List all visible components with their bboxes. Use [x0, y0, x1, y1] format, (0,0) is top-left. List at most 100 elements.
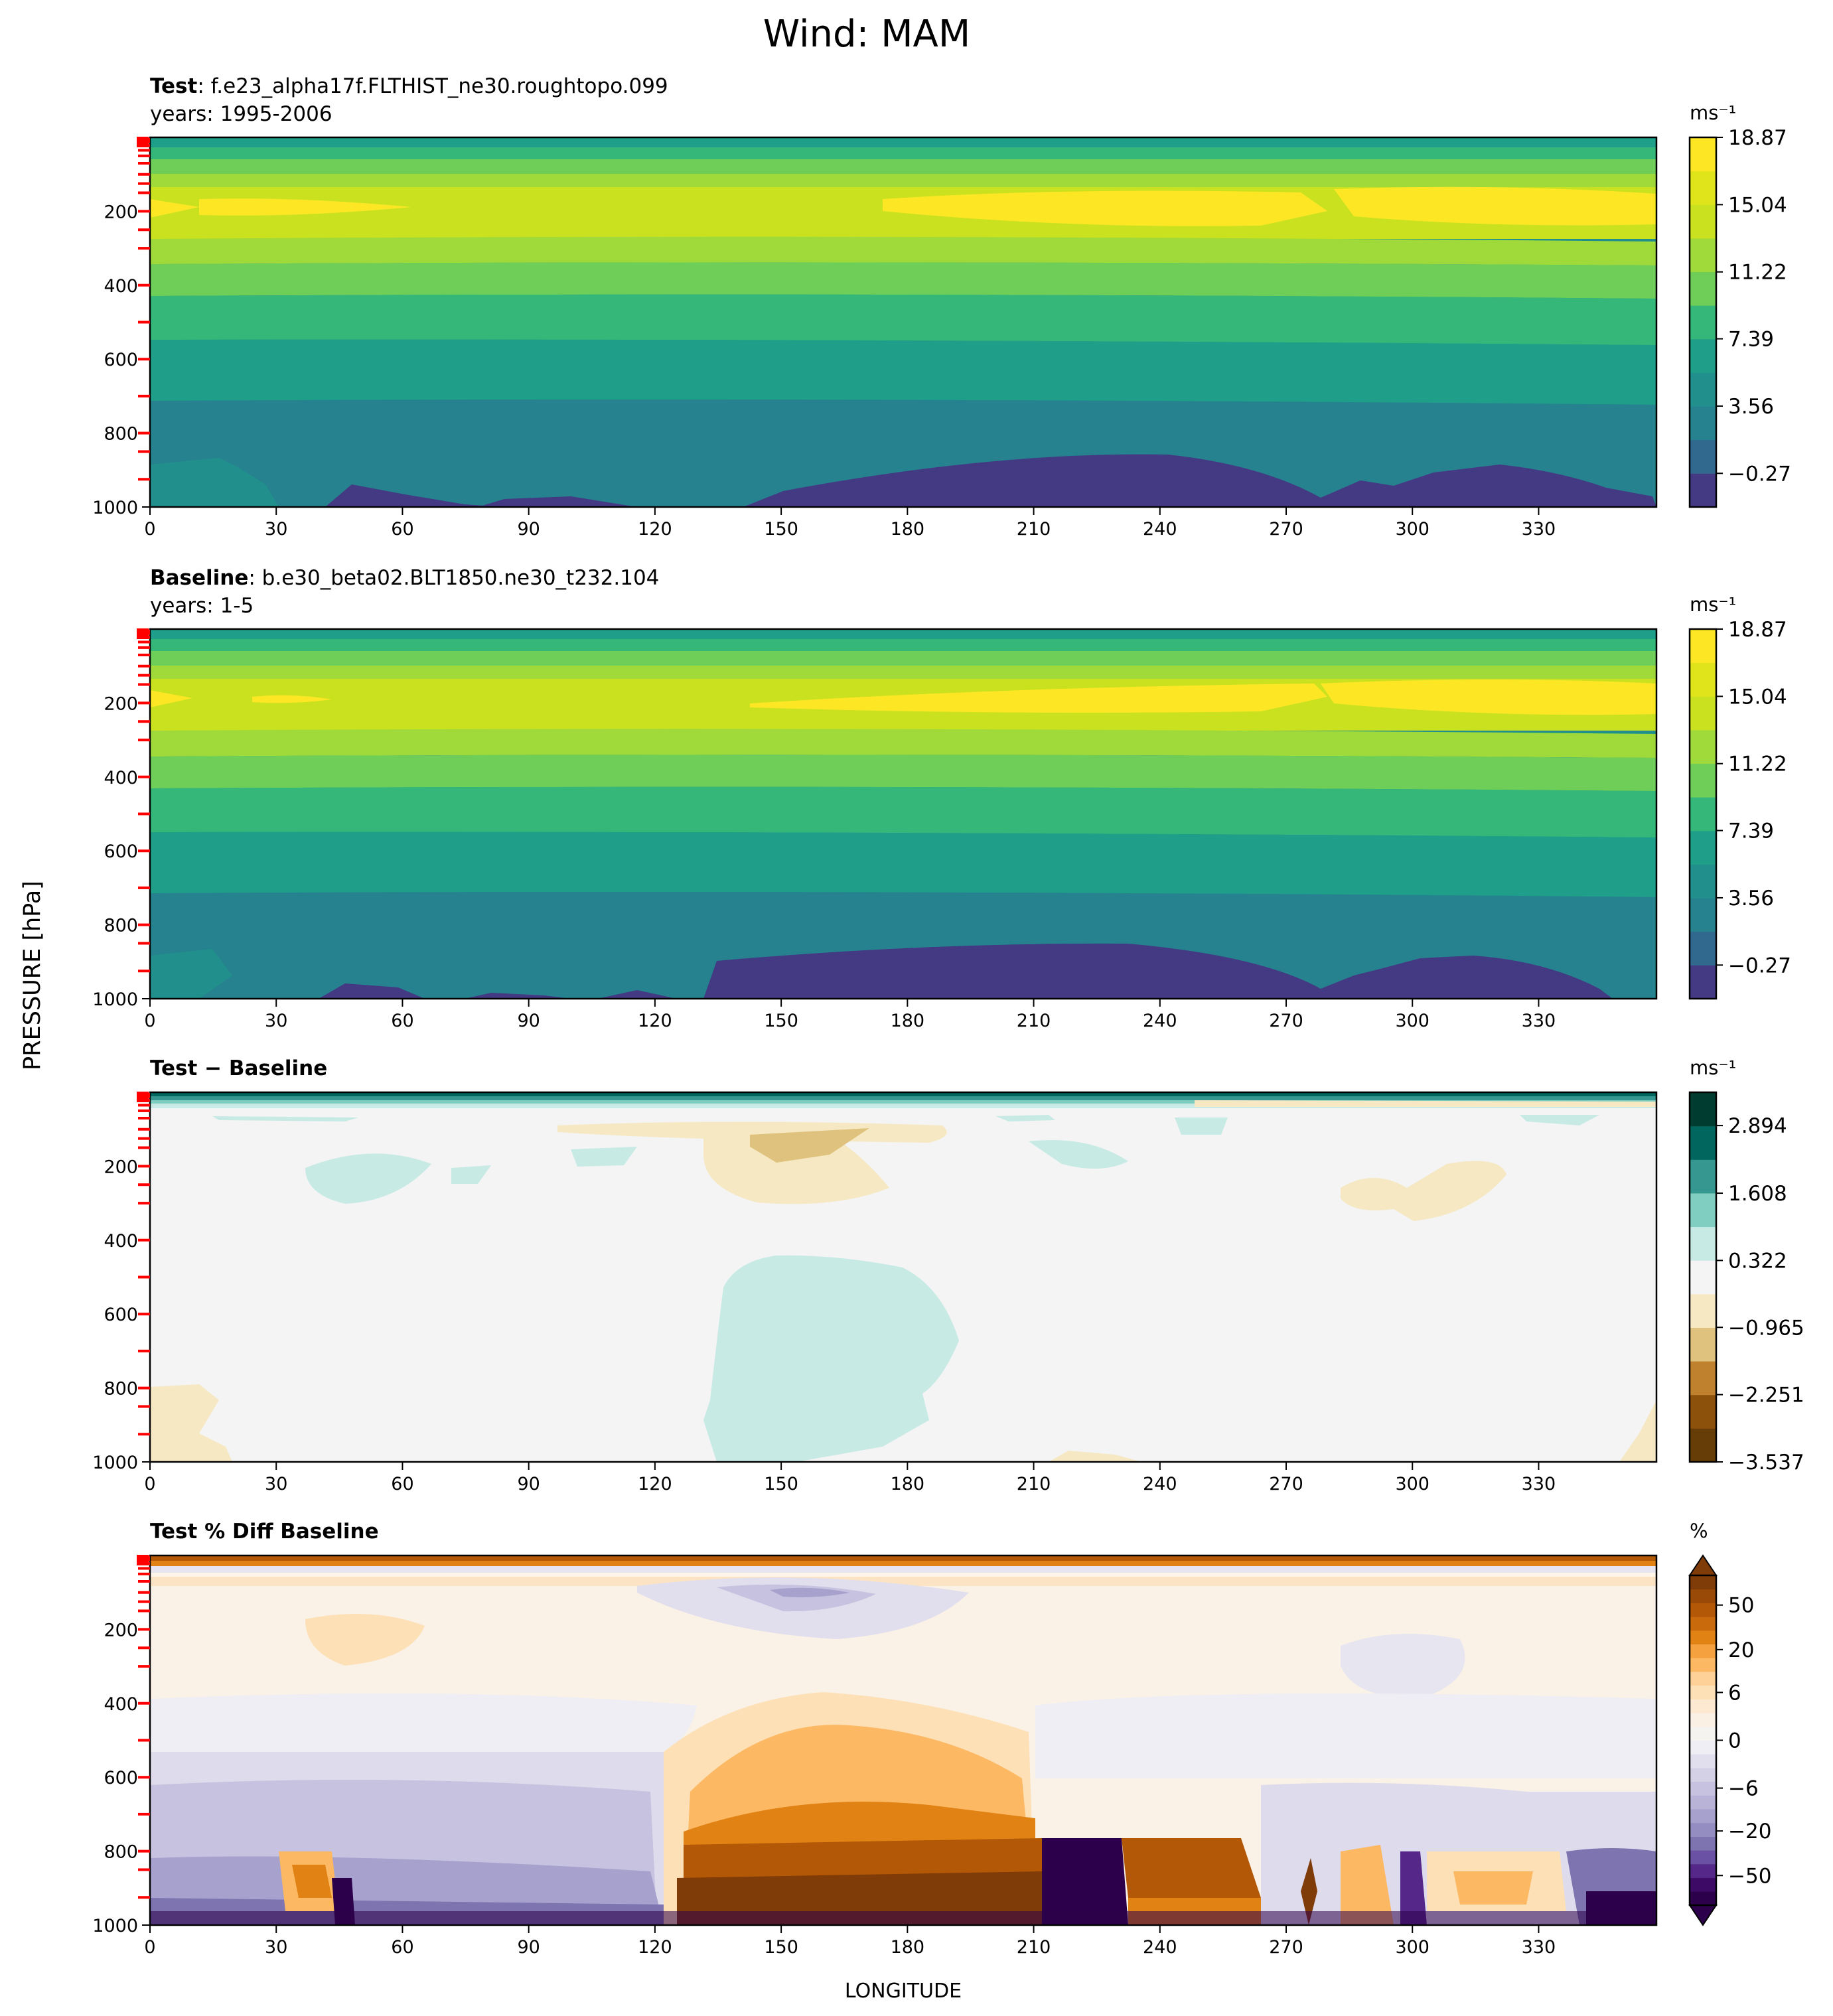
y-tick-label: 1000 — [92, 498, 138, 518]
y-tick-label: 1000 — [92, 1916, 138, 1936]
colorbar-segment — [1690, 864, 1716, 899]
colorbar-tick-label: −0.27 — [1728, 462, 1791, 486]
axis-ticks: 0 30 60 90 120 150 180 210 240 270 300 330 200 400 600… — [92, 628, 1556, 1031]
colorbar-segment — [1690, 1361, 1716, 1396]
panel-title-bold: Test — [150, 74, 198, 98]
colorbar-segment — [1690, 1226, 1716, 1261]
colorbar-segment — [1690, 406, 1716, 441]
colorbar-tick-label: −20 — [1728, 1820, 1771, 1843]
x-tick-label: 180 — [891, 1011, 925, 1031]
colorbar-tick-label: 3.56 — [1728, 395, 1774, 419]
colorbar-tick-label: 18.87 — [1728, 126, 1787, 150]
figure-title: Wind: MAM — [763, 13, 970, 56]
x-tick-label: 120 — [638, 1011, 672, 1031]
colorbar-segment — [1690, 137, 1716, 172]
colorbar-segment — [1690, 1767, 1716, 1782]
x-tick-label: 30 — [265, 1937, 287, 1958]
colorbar-units: ms⁻¹ — [1690, 1056, 1736, 1079]
y-tick-label: 600 — [104, 841, 138, 862]
x-tick-label: 90 — [517, 1937, 540, 1958]
x-tick-label: 210 — [1017, 1937, 1051, 1958]
panel-difference: Test − Baseline 0 30 6 — [92, 1056, 1804, 1494]
colorbar-tick-label: 3.56 — [1728, 887, 1774, 910]
x-tick-label: 240 — [1143, 519, 1177, 540]
x-tick-label: 90 — [517, 519, 540, 540]
x-tick-label: 330 — [1522, 1474, 1556, 1494]
colorbar-segment — [1690, 1293, 1716, 1328]
y-axis-label: PRESSURE [hPa] — [19, 881, 46, 1070]
panel-title-bold: Test % Diff Baseline — [150, 1520, 379, 1544]
colorbar-segment — [1690, 1125, 1716, 1160]
colorbar-segment — [1690, 931, 1716, 966]
colorbar-tick-label: 2.894 — [1728, 1114, 1787, 1138]
colorbar: % 50 20 6 0 −6 −20 −50 — [1688, 1520, 1771, 1926]
x-axis-label: LONGITUDE — [845, 1980, 962, 2003]
x-tick-label: 330 — [1522, 519, 1556, 540]
colorbar-segment — [1690, 629, 1716, 664]
x-tick-label: 120 — [638, 1937, 672, 1958]
colorbar-segment — [1690, 1092, 1716, 1127]
colorbar-tick-label: −50 — [1728, 1864, 1771, 1888]
level-marker-top — [137, 1555, 149, 1565]
colorbar-units: % — [1690, 1520, 1708, 1542]
colorbar-tick-label: 11.22 — [1728, 261, 1787, 285]
colorbar-tick-label: 50 — [1728, 1594, 1754, 1618]
colorbar-frame — [1688, 1091, 1718, 1463]
x-tick-label: 270 — [1269, 1011, 1303, 1031]
colorbar-frame — [1688, 136, 1718, 508]
x-tick-label: 300 — [1395, 1011, 1430, 1031]
x-tick-label: 90 — [517, 1011, 540, 1031]
x-tick-label: 270 — [1269, 1474, 1303, 1494]
contour-field — [150, 1092, 1656, 1462]
colorbar-tick-label: 0 — [1728, 1729, 1741, 1753]
colorbar: ms⁻¹ 2.894 1.608 0.322 −0.965 −2.251 −3.537 — [1688, 1056, 1804, 1475]
axis-ticks: 0 30 60 90 120 150 180 210 240 270 300 330 200 400 600… — [92, 137, 1556, 540]
colorbar-segment — [1690, 1159, 1716, 1194]
colorbar-tick-label: −2.251 — [1728, 1384, 1804, 1407]
level-marker-top — [137, 628, 149, 639]
colorbar-tick-label: 15.04 — [1728, 193, 1787, 217]
colorbar-segment — [1690, 1603, 1716, 1617]
colorbar-segment — [1690, 763, 1716, 798]
colorbar-segment — [1690, 1192, 1716, 1228]
colorbar-tick-label: 15.04 — [1728, 685, 1787, 709]
panel-title: Test % Diff Baseline — [150, 1520, 379, 1544]
x-tick-label: 330 — [1522, 1011, 1556, 1031]
x-tick-label: 60 — [391, 519, 413, 540]
colorbar-tick-label: −6 — [1728, 1777, 1759, 1801]
colorbar-tick-label: −0.965 — [1728, 1316, 1804, 1340]
colorbar-segment — [1690, 1740, 1716, 1755]
x-tick-label: 120 — [638, 519, 672, 540]
colorbar-segment — [1690, 1863, 1716, 1879]
y-tick-label: 1000 — [92, 1453, 138, 1473]
level-marker-top — [137, 137, 149, 147]
x-tick-label: 0 — [144, 1474, 155, 1494]
colorbar-tick-label: 7.39 — [1728, 328, 1774, 352]
x-tick-label: 150 — [764, 1937, 798, 1958]
x-tick-label: 0 — [144, 1011, 155, 1031]
colorbar-segment — [1690, 1589, 1716, 1603]
colorbar-tick-label: 0.322 — [1728, 1249, 1787, 1273]
x-tick-label: 60 — [391, 1937, 413, 1958]
panel-title-rest: : f.e23_alpha17f.FLTHIST_ne30.roughtopo.… — [197, 74, 668, 98]
panel-test: Test: f.e23_alpha17f.FLTHIST_ne30.rought… — [92, 74, 1791, 540]
colorbar-segment — [1690, 898, 1716, 932]
colorbar-segment — [1690, 797, 1716, 831]
x-tick-label: 300 — [1395, 519, 1430, 540]
colorbar-segment — [1690, 1781, 1716, 1796]
colorbar-segment — [1690, 1617, 1716, 1631]
y-tick-label: 200 — [104, 1157, 138, 1177]
panel-percent-difference: Test % Diff Baseline — [92, 1520, 1771, 1958]
x-tick-label: 120 — [638, 1474, 672, 1494]
colorbar-segment — [1690, 1658, 1716, 1672]
contour-field — [150, 1555, 1656, 1925]
colorbar-segment — [1690, 965, 1716, 999]
colorbar-segment — [1690, 1260, 1716, 1295]
x-tick-label: 300 — [1395, 1937, 1430, 1958]
y-tick-label: 200 — [104, 1620, 138, 1640]
colorbar-segment — [1690, 1685, 1716, 1699]
colorbar-units: ms⁻¹ — [1690, 593, 1736, 616]
x-tick-label: 0 — [144, 1937, 155, 1958]
panel-subtitle: years: 1995-2006 — [150, 102, 332, 126]
x-tick-label: 240 — [1143, 1011, 1177, 1031]
